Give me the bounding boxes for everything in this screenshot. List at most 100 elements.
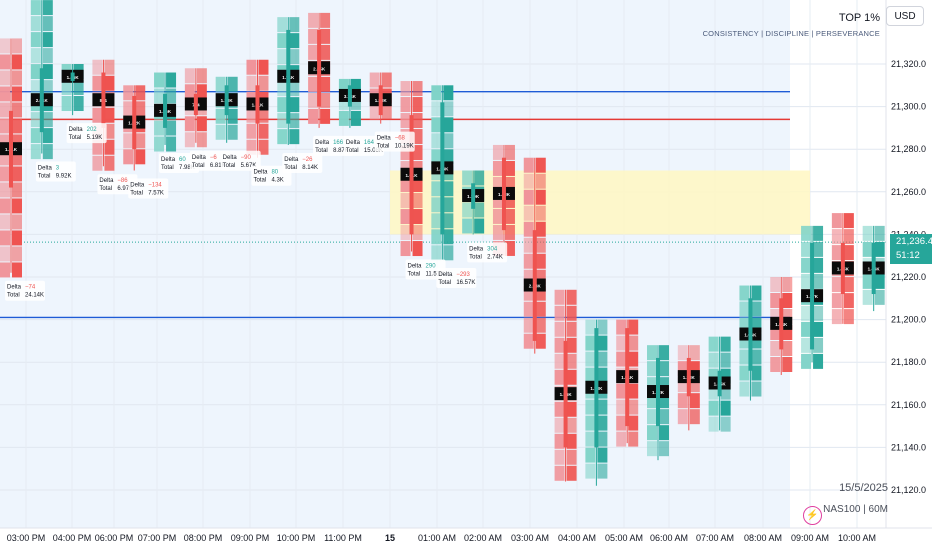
footprint-cell <box>227 124 238 140</box>
footprint-cell <box>535 285 546 301</box>
footprint-cell <box>277 33 288 49</box>
delta-caption: Delta <box>223 155 238 161</box>
footprint-cell <box>412 145 423 161</box>
footprint-cell <box>843 293 854 309</box>
delta-value: −26 <box>302 157 313 163</box>
footprint-cell <box>689 377 700 393</box>
footprint-candle: 3.74K <box>338 78 361 128</box>
footprint-cell <box>0 182 10 198</box>
footprint-cell <box>597 431 608 447</box>
footprint-cell <box>843 277 854 293</box>
footprint-cell <box>801 225 812 241</box>
delta-caption: Delta <box>253 170 268 176</box>
footprint-cell <box>289 49 300 65</box>
time-tick-label: 10:00 AM <box>838 533 876 543</box>
footprint-cell <box>566 449 577 465</box>
footprint-cell <box>166 88 177 104</box>
footprint-cell <box>42 0 53 16</box>
footprint-cell <box>523 221 534 237</box>
price-tick-label: 21,120.0 <box>891 485 926 495</box>
footprint-cell <box>492 144 503 160</box>
footprint-candle: 1.01K <box>400 81 423 257</box>
footprint-cell <box>504 208 515 224</box>
footprint-cell <box>597 319 608 335</box>
total-caption: Total <box>223 163 236 169</box>
slogan-text: CONSISTENCY | DISCIPLINE | PERSEVERANCE <box>702 29 880 38</box>
footprint-cell <box>782 325 793 340</box>
delta-label-box <box>251 165 292 186</box>
footprint-cell <box>42 16 53 32</box>
delta-label: Delta −293 Total 16.57K <box>436 267 477 288</box>
footprint-cell <box>12 118 22 134</box>
footprint-cell <box>42 32 53 48</box>
footprint-cell <box>30 16 41 32</box>
time-tick-label: 04:00 PM <box>53 533 92 543</box>
footprint-cell <box>813 241 824 257</box>
footprint-cell <box>770 277 781 292</box>
footprint-cell <box>277 113 288 129</box>
footprint-cell <box>92 155 103 171</box>
footprint-cell <box>320 92 331 108</box>
total-caption: Total <box>192 163 205 169</box>
delta-label: Delta 80 Total 4.3K <box>251 165 292 186</box>
footprint-candle: 1.19K <box>462 170 485 235</box>
footprint-cell <box>184 116 195 132</box>
footprint-cell <box>597 399 608 415</box>
footprint-cell <box>0 198 10 214</box>
footprint-cell <box>585 351 596 367</box>
footprint-cell <box>801 305 812 321</box>
footprint-cell <box>874 289 885 305</box>
footprint-cell <box>659 409 670 425</box>
footprint-cell <box>289 113 300 129</box>
footprint-cell <box>708 352 719 368</box>
footprint-cell <box>154 88 165 104</box>
footprint-cell <box>289 33 300 49</box>
footprint-cell <box>813 225 824 241</box>
footprint-cell <box>708 336 719 352</box>
footprint-cell <box>770 325 781 340</box>
footprint-cell <box>813 305 824 321</box>
footprint-cell <box>0 230 10 246</box>
footprint-cell <box>0 86 10 102</box>
footprint-cell <box>104 107 115 123</box>
footprint-cell <box>258 107 269 123</box>
bolt-icon[interactable]: ⚡ <box>803 506 822 525</box>
total-caption: Total <box>284 165 297 171</box>
delta-label-box <box>128 178 169 199</box>
footprint-cell <box>0 134 10 150</box>
footprint-candle: 1.16K <box>154 72 177 152</box>
footprint-cell <box>412 129 423 145</box>
price-tick-label: 21,180.0 <box>891 357 926 367</box>
footprint-candle: 1.38K <box>215 76 238 143</box>
footprint-candle: 724 <box>184 68 207 148</box>
footprint-cell <box>431 181 442 197</box>
footprint-cell <box>523 253 534 269</box>
delta-value: −6 <box>210 155 218 161</box>
currency-button[interactable]: USD <box>886 6 924 26</box>
footprint-cell <box>412 177 423 193</box>
footprint-cell <box>412 81 423 97</box>
footprint-cell <box>443 85 454 101</box>
footprint-cell <box>566 369 577 385</box>
delta-label-box <box>282 152 323 173</box>
footprint-cell <box>708 368 719 384</box>
delta-value: −68 <box>395 136 406 142</box>
total-value: 24.14K <box>25 293 44 299</box>
delta-caption: Delta <box>284 157 299 163</box>
footprint-cell <box>104 75 115 91</box>
footprint-cell <box>751 381 762 397</box>
footprint-cell <box>751 365 762 381</box>
footprint-cell <box>12 166 22 182</box>
total-caption: Total <box>377 144 390 150</box>
time-tick-label: 09:00 PM <box>231 533 270 543</box>
footprint-cell <box>585 431 596 447</box>
top-label: TOP 1% <box>838 12 880 24</box>
footprint-cell <box>677 377 688 393</box>
footprint-cell <box>862 273 873 289</box>
footprint-cell <box>400 145 411 161</box>
footprint-cell <box>246 123 257 139</box>
footprint-cell <box>30 0 41 16</box>
candle-body <box>471 183 476 209</box>
